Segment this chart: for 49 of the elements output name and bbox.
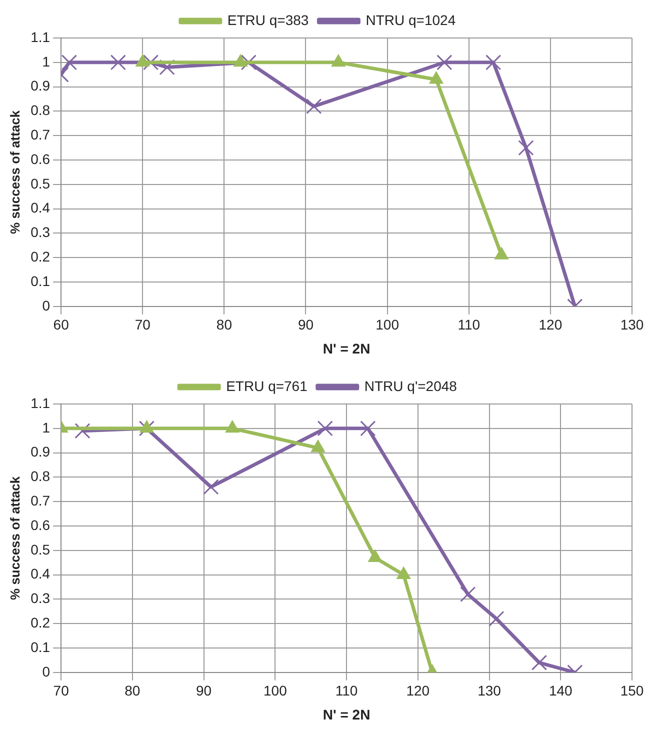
x-tick-label: 120	[406, 682, 430, 699]
y-tick-label: 0.8	[30, 102, 50, 118]
x-axis-title: N' = 2N	[322, 340, 370, 356]
legend-label: NTRU q=1024	[366, 12, 456, 28]
y-axis-title: % success of attack	[7, 110, 22, 234]
x-tick-label: 100	[376, 316, 400, 333]
legend-label: NTRU q'=2048	[364, 378, 458, 394]
x-tick-label: 140	[548, 682, 573, 699]
x-tick-label: 80	[124, 682, 140, 699]
y-tick-label: 0.5	[30, 541, 50, 558]
x-tick-label: 90	[298, 316, 314, 333]
y-tick-label: 0.9	[30, 78, 50, 94]
y-tick-label: 0.3	[30, 224, 50, 240]
y-tick-label: 1	[42, 419, 50, 436]
x-axis-title: N' = 2N	[322, 706, 370, 722]
x-tick-label: 90	[196, 682, 212, 699]
y-tick-label: 0.2	[30, 614, 50, 630]
y-tick-label: 0.1	[30, 638, 50, 655]
legend-label: ETRU q=383	[227, 12, 309, 28]
y-tick-label: 0	[42, 663, 50, 680]
y-tick-label: 0	[42, 297, 50, 314]
x-tick-label: 70	[53, 682, 70, 699]
x-tick-label: 60	[53, 316, 70, 333]
x-tick-label: 150	[620, 682, 644, 699]
x-tick-label: 80	[216, 316, 232, 333]
x-tick-label: 130	[478, 682, 502, 699]
x-tick-label: 110	[335, 682, 358, 699]
x-tick-label: 100	[263, 682, 288, 699]
y-tick-label: 1.1	[30, 28, 50, 45]
y-tick-label: 0.3	[30, 590, 50, 606]
x-tick-label: 110	[458, 316, 480, 333]
y-tick-label: 0.4	[30, 566, 50, 582]
y-tick-label: 1	[42, 53, 50, 70]
x-tick-label: 130	[620, 316, 644, 333]
y-tick-label: 0.7	[30, 126, 50, 142]
y-tick-label: 0.2	[30, 248, 50, 264]
y-tick-label: 1.1	[30, 394, 50, 411]
y-tick-label: 0.6	[30, 516, 50, 533]
x-tick-label: 70	[134, 316, 151, 333]
y-tick-label: 0.7	[30, 492, 50, 508]
x-tick-label: 120	[538, 316, 562, 333]
y-tick-label: 0.5	[30, 175, 50, 192]
y-axis-title: % success of attack	[7, 476, 22, 600]
y-tick-label: 0.1	[30, 272, 50, 289]
y-tick-label: 0.4	[30, 200, 50, 216]
legend-label: ETRU q=761	[226, 378, 308, 394]
y-tick-label: 0.6	[30, 150, 50, 167]
y-tick-label: 0.9	[30, 444, 50, 460]
y-tick-label: 0.8	[30, 468, 50, 484]
